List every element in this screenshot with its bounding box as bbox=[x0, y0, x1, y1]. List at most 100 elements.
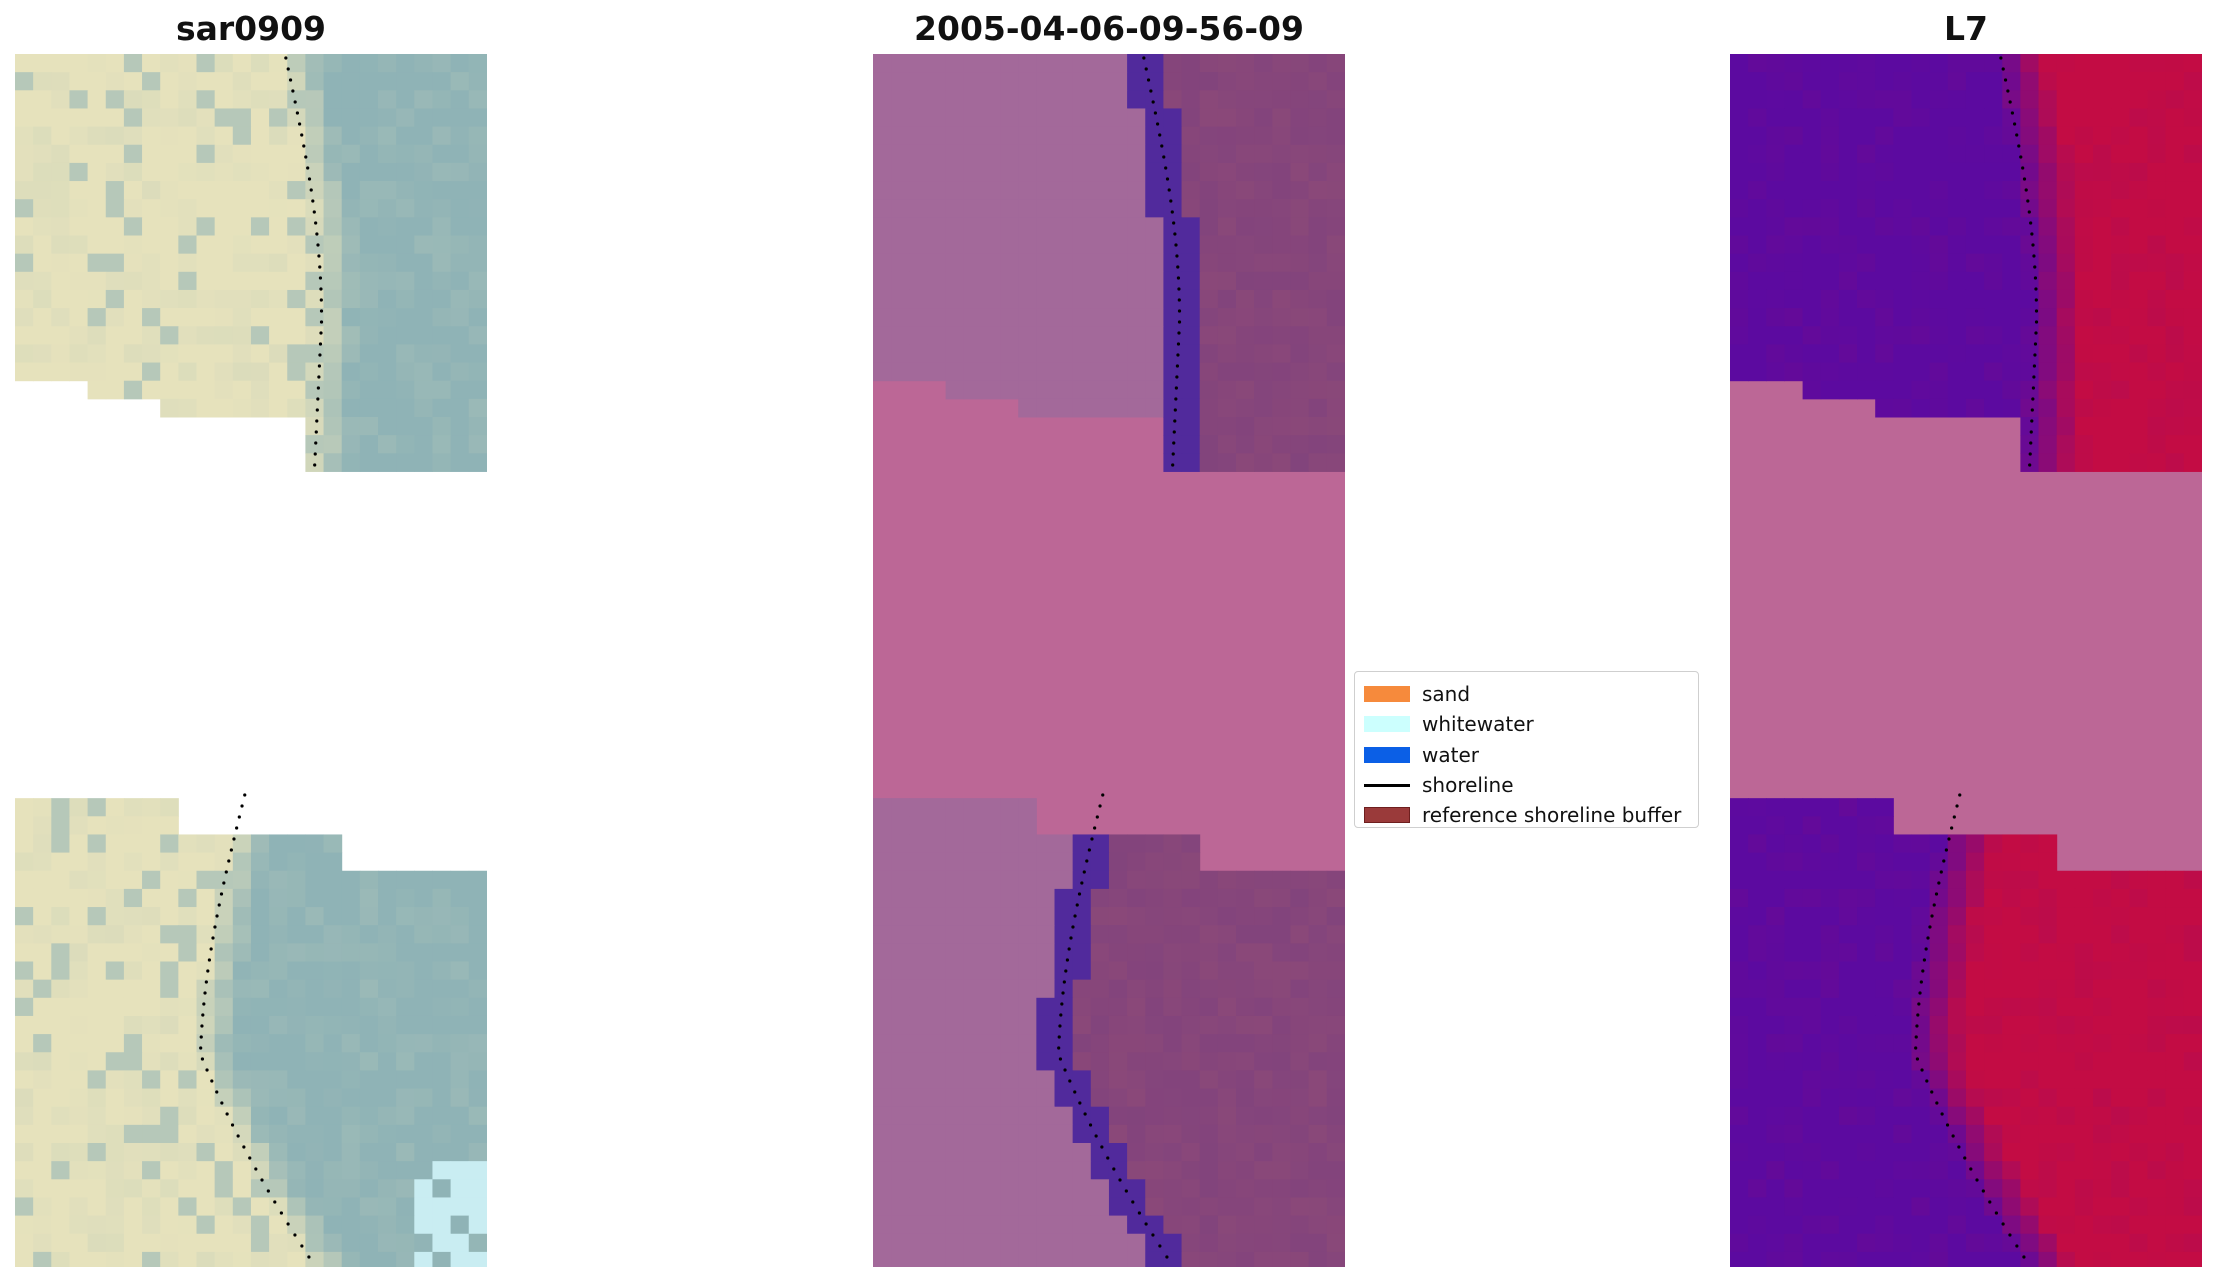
index-pixel bbox=[2074, 943, 2094, 962]
index-pixel bbox=[2093, 417, 2112, 436]
image-pixel bbox=[378, 289, 397, 309]
index-pixel bbox=[2129, 435, 2148, 454]
image-pixel bbox=[87, 1251, 107, 1267]
index-pixel bbox=[2002, 253, 2021, 273]
index-pixel bbox=[1984, 925, 2003, 944]
index-pixel bbox=[2147, 344, 2167, 364]
shoreline-point bbox=[1085, 859, 1089, 863]
index-pixel bbox=[1893, 217, 1912, 236]
image-pixel bbox=[378, 1197, 397, 1217]
index-pixel bbox=[2111, 943, 2130, 962]
class-pixel bbox=[981, 1106, 1001, 1126]
class-pixel bbox=[945, 308, 965, 327]
image-pixel bbox=[396, 217, 415, 236]
image-pixel bbox=[232, 126, 252, 146]
class-pixel bbox=[1199, 1070, 1219, 1090]
class-pixel bbox=[1054, 181, 1074, 200]
image-pixel bbox=[214, 199, 234, 218]
image-pixel bbox=[323, 1143, 343, 1162]
index-pixel bbox=[1893, 144, 1912, 164]
class-pixel bbox=[1181, 90, 1201, 109]
image-pixel bbox=[33, 90, 52, 109]
class-pixel bbox=[873, 798, 892, 817]
index-pixel bbox=[1911, 398, 1931, 418]
image-pixel bbox=[323, 344, 343, 364]
image-pixel bbox=[232, 344, 252, 364]
class-pixel bbox=[1036, 997, 1055, 1017]
index-pixel bbox=[1947, 907, 1967, 926]
class-pixel bbox=[891, 308, 910, 327]
index-pixel bbox=[2183, 1070, 2202, 1090]
image-pixel bbox=[305, 144, 325, 164]
image-pixel bbox=[341, 144, 361, 164]
image-pixel bbox=[15, 961, 34, 981]
index-pixel bbox=[1893, 1143, 1912, 1162]
image-pixel bbox=[51, 326, 70, 345]
index-pixel bbox=[1893, 888, 1912, 908]
index-pixel bbox=[2056, 435, 2076, 454]
class-pixel bbox=[1254, 326, 1273, 345]
index-pixel bbox=[1947, 326, 1967, 345]
class-pixel bbox=[981, 1052, 1001, 1071]
class-pixel bbox=[1272, 144, 1291, 164]
class-pixel bbox=[873, 271, 892, 291]
class-pixel bbox=[1181, 108, 1201, 128]
class-pixel bbox=[1036, 1052, 1055, 1071]
class-pixel bbox=[1090, 870, 1110, 890]
image-pixel bbox=[250, 126, 270, 146]
image-pixel bbox=[250, 870, 270, 890]
index-pixel bbox=[1784, 90, 1804, 109]
image-pixel bbox=[51, 1052, 70, 1071]
image-pixel bbox=[468, 1070, 487, 1090]
index-pixel bbox=[2056, 398, 2076, 418]
index-pixel bbox=[2183, 289, 2202, 309]
image-pixel bbox=[232, 308, 252, 327]
index-pixel bbox=[2020, 1251, 2040, 1267]
index-pixel bbox=[2093, 943, 2112, 962]
index-pixel bbox=[1947, 199, 1967, 218]
image-pixel bbox=[287, 1233, 306, 1253]
index-pixel bbox=[1875, 888, 1894, 908]
class-pixel bbox=[1181, 72, 1201, 91]
class-pixel bbox=[1054, 1052, 1074, 1071]
index-pixel bbox=[2147, 961, 2167, 981]
image-pixel bbox=[414, 1124, 433, 1144]
index-pixel bbox=[2002, 1215, 2021, 1235]
index-pixel bbox=[1820, 108, 1840, 128]
class-pixel bbox=[1163, 308, 1183, 327]
image-pixel bbox=[160, 326, 179, 345]
index-pixel bbox=[2074, 435, 2094, 454]
shoreline-point bbox=[2034, 320, 2039, 324]
class-pixel bbox=[1163, 217, 1183, 236]
image-pixel bbox=[250, 852, 270, 872]
image-pixel bbox=[323, 271, 343, 291]
index-pixel bbox=[2093, 888, 2112, 908]
index-pixel bbox=[2002, 1124, 2021, 1144]
class-pixel bbox=[1236, 235, 1255, 255]
class-pixel bbox=[1290, 870, 1310, 890]
index-pixel bbox=[1784, 162, 1804, 182]
class-pixel bbox=[1236, 1179, 1255, 1198]
image-pixel bbox=[305, 398, 325, 418]
class-pixel bbox=[1145, 90, 1164, 109]
index-pixel bbox=[2074, 344, 2094, 364]
class-pixel bbox=[891, 852, 910, 872]
index-pixel bbox=[1820, 1179, 1840, 1198]
index-pixel bbox=[1911, 1052, 1931, 1071]
image-pixel bbox=[468, 979, 487, 999]
class-pixel bbox=[1018, 398, 1037, 418]
class-pixel bbox=[1145, 870, 1164, 890]
class-pixel bbox=[1290, 144, 1310, 164]
class-pixel bbox=[981, 108, 1001, 128]
image-pixel bbox=[51, 1179, 70, 1198]
class-pixel bbox=[981, 1197, 1001, 1217]
class-pixel bbox=[1163, 834, 1183, 854]
index-pixel bbox=[2183, 380, 2202, 400]
index-pixel bbox=[2183, 108, 2202, 128]
index-pixel bbox=[1929, 979, 1949, 999]
index-pixel bbox=[1984, 1215, 2003, 1235]
index-pixel bbox=[1748, 979, 1767, 999]
index-pixel bbox=[2093, 1034, 2112, 1053]
image-pixel bbox=[232, 979, 252, 999]
class-pixel bbox=[1036, 925, 1055, 944]
